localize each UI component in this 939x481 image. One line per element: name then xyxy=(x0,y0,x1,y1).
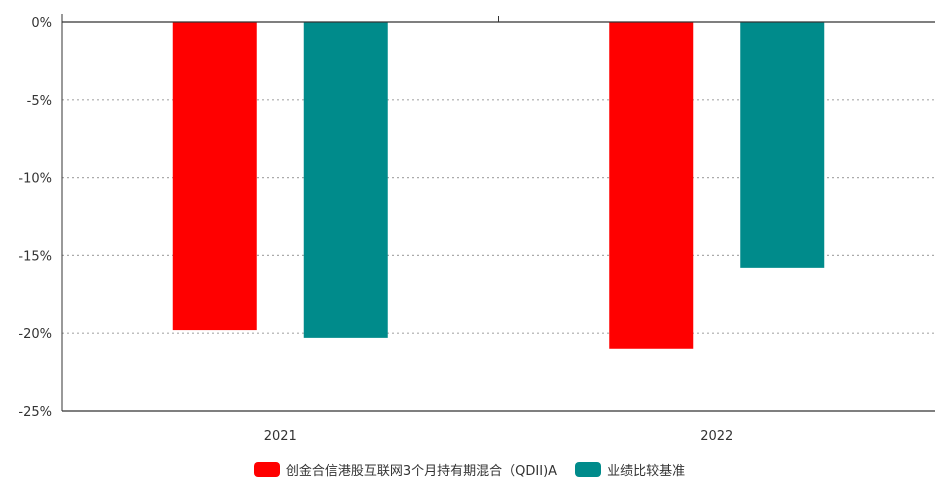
y-tick-label: -10% xyxy=(18,172,52,187)
bar-chart: 0% -5% -10% -15% -20% -25% 2021 2022 xyxy=(18,14,935,444)
legend-swatch-benchmark xyxy=(575,461,602,477)
x-axis-category-labels: 2021 2022 xyxy=(264,429,734,444)
legend-item-benchmark[interactable]: 业绩比较基准 xyxy=(575,460,685,479)
x-category-label: 2021 xyxy=(264,429,297,444)
y-tick-label: 0% xyxy=(31,16,52,31)
axes xyxy=(61,14,935,412)
legend-item-fund[interactable]: 创金合信港股互联网3个月持有期混合（QDII)A xyxy=(253,460,558,479)
y-tick-label: -25% xyxy=(18,405,52,420)
y-tick-label: -20% xyxy=(18,327,52,342)
y-tick-label: -5% xyxy=(27,94,52,109)
bar-2021-series-1 xyxy=(303,22,388,338)
bar-2022-series-0 xyxy=(609,22,694,349)
legend: 创金合信港股互联网3个月持有期混合（QDII)A 业绩比较基准 xyxy=(0,457,939,481)
x-category-label: 2022 xyxy=(700,429,733,444)
bar-2021-series-0 xyxy=(172,22,257,331)
bars xyxy=(172,22,825,349)
legend-label-fund: 创金合信港股互联网3个月持有期混合（QDII)A xyxy=(285,463,558,479)
y-axis-tick-labels: 0% -5% -10% -15% -20% -25% xyxy=(18,16,52,420)
legend-label-benchmark: 业绩比较基准 xyxy=(607,463,686,479)
y-tick-label: -15% xyxy=(18,249,52,264)
bar-2022-series-1 xyxy=(740,22,825,268)
legend-swatch-fund xyxy=(253,461,280,477)
